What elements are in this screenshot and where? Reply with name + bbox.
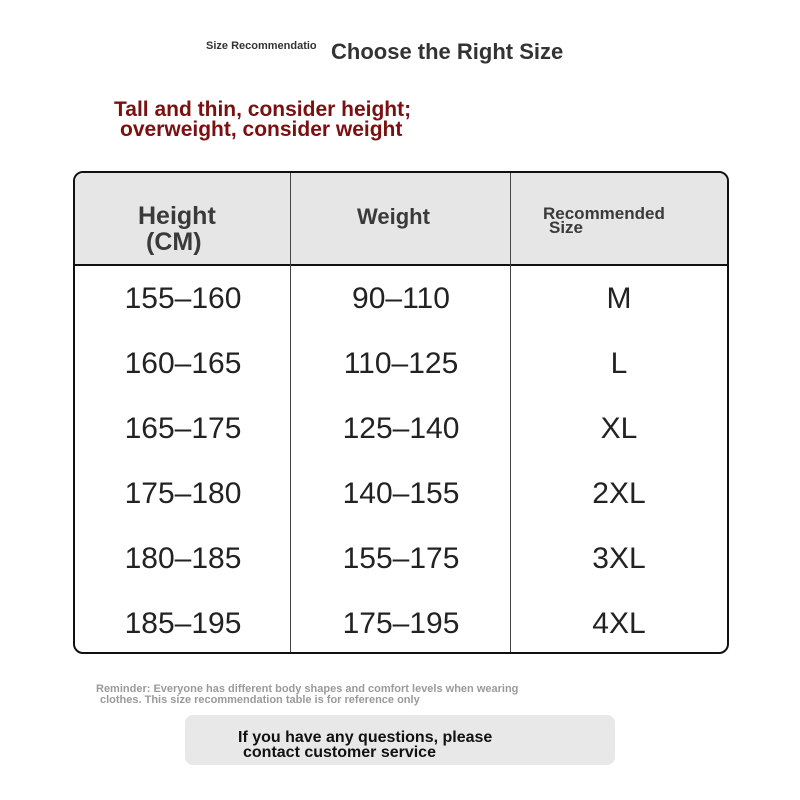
size-table: Height (CM) Weight Recommended Size 155–… (73, 171, 729, 654)
header-size: Recommended Size (543, 204, 665, 237)
contact-line: If you have any questions, please (238, 729, 493, 746)
table-row: 185–195 175–195 4XL (75, 591, 727, 652)
reminder-note: Reminder: Everyone has different body sh… (96, 684, 518, 706)
cell-size: 2XL (592, 477, 646, 510)
reminder-line: clothes. This size recommendation table … (100, 694, 420, 706)
cell-size: L (610, 347, 628, 380)
table-header: Height (CM) Weight Recommended Size (75, 173, 727, 266)
contact-service-box[interactable]: If you have any questions, please contac… (185, 715, 615, 765)
cell-size: 3XL (592, 542, 646, 575)
cell-size: M (606, 282, 632, 315)
cell-size: 4XL (592, 607, 646, 640)
header-weight: Weight (357, 204, 430, 229)
cell-weight: 140–155 (342, 477, 460, 510)
tip-line: overweight, consider weight (120, 118, 403, 141)
header-height: Height (CM) (138, 203, 216, 255)
table-row: 165–175 125–140 XL (75, 396, 727, 461)
cell-height: 160–165 (124, 347, 242, 380)
table-row: 180–185 155–175 3XL (75, 526, 727, 591)
column-divider (510, 173, 511, 652)
reminder-line: Reminder: Everyone has different body sh… (96, 683, 519, 695)
table-row: 175–180 140–155 2XL (75, 461, 727, 526)
cell-weight: 175–195 (342, 607, 460, 640)
header-height-label: Height (138, 202, 216, 230)
cell-height: 155–160 (124, 282, 242, 315)
cell-weight: 155–175 (342, 542, 460, 575)
contact-line: contact customer service (243, 744, 436, 761)
cell-size: XL (600, 412, 638, 445)
tip-line: Tall and thin, consider height; (114, 98, 412, 121)
table-row: 160–165 110–125 L (75, 331, 727, 396)
cell-height: 165–175 (124, 412, 242, 445)
cell-weight: 125–140 (342, 412, 460, 445)
column-divider (290, 173, 291, 652)
cell-height: 185–195 (124, 607, 242, 640)
header-size-label: Size (549, 218, 584, 237)
table-row: 155–160 90–110 M (75, 266, 727, 331)
small-title: Size Recommendatio (206, 40, 317, 52)
cell-weight: 110–125 (343, 347, 459, 380)
page-title: Choose the Right Size (331, 39, 564, 64)
header-height-unit: (CM) (146, 228, 202, 256)
cell-height: 175–180 (124, 477, 242, 510)
header-size-label: Recommended (543, 204, 665, 223)
cell-height: 180–185 (124, 542, 242, 575)
sizing-tip: Tall and thin, consider height; overweig… (114, 98, 412, 141)
cell-weight: 90–110 (352, 282, 450, 315)
contact-text: If you have any questions, please contac… (238, 729, 493, 761)
